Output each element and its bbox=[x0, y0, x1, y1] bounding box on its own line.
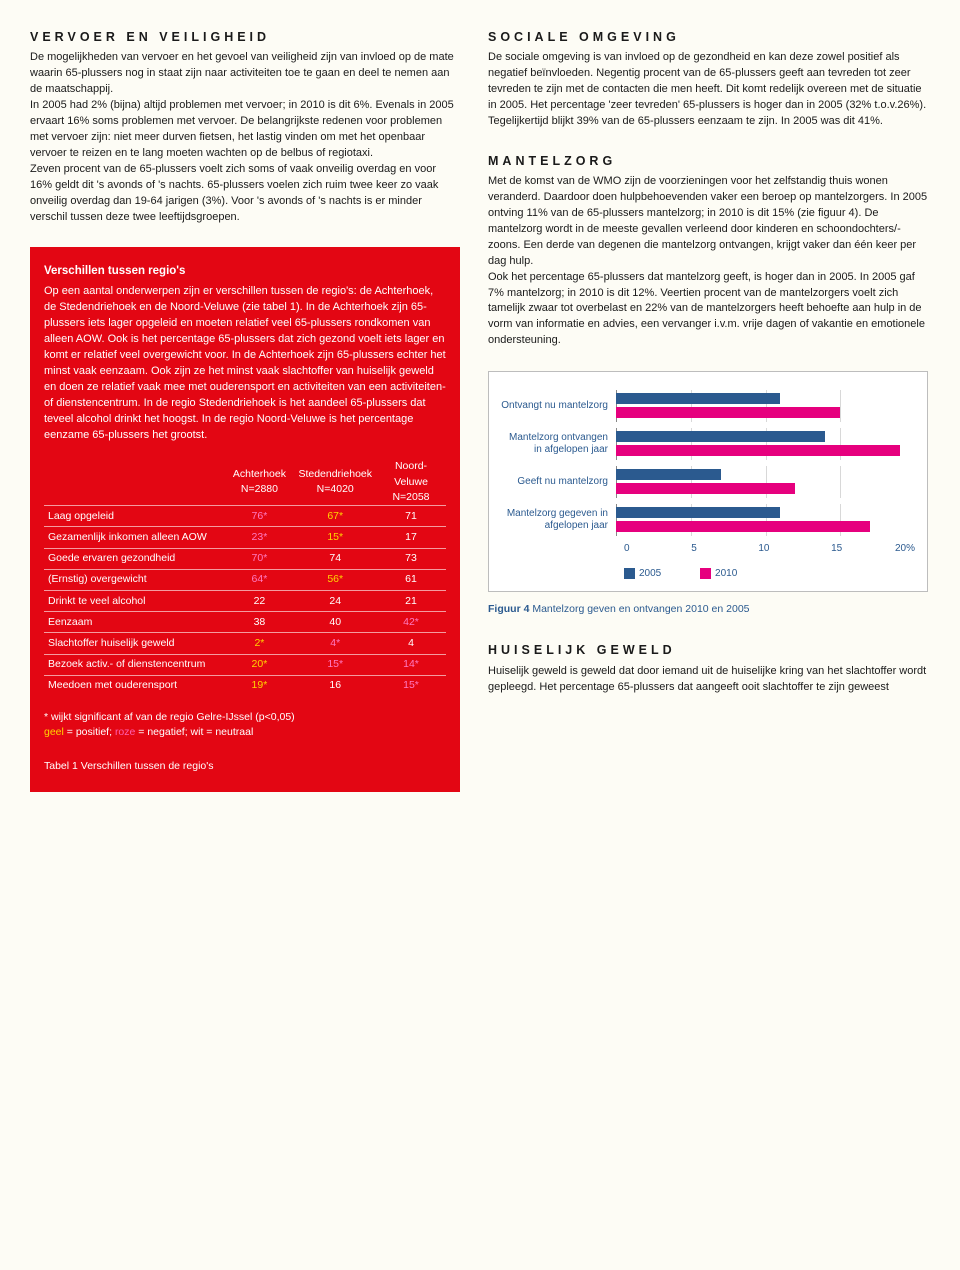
heading-sociale: SOCIALE OMGEVING bbox=[488, 28, 928, 46]
para: In 2005 had 2% (bijna) altijd problemen … bbox=[30, 98, 460, 162]
redbox-title: Verschillen tussen regio's bbox=[44, 263, 446, 280]
para: De mogelijkheden van vervoer en het gevo… bbox=[30, 50, 460, 98]
region-differences-box: Verschillen tussen regio's Op een aantal… bbox=[30, 247, 460, 791]
para: De sociale omgeving is van invloed op de… bbox=[488, 50, 928, 130]
para: Ook het percentage 65-plussers dat mante… bbox=[488, 270, 928, 350]
heading-mantelzorg: MANTELZORG bbox=[488, 152, 928, 170]
left-column: VERVOER EN VEILIGHEID De mogelijkheden v… bbox=[30, 28, 460, 792]
table-footnote: * wijkt significant af van de regio Gelr… bbox=[44, 710, 446, 740]
region-table: AchterhoekN=2880StedendriehoekN=4020Noor… bbox=[44, 457, 446, 696]
right-column: SOCIALE OMGEVING De sociale omgeving is … bbox=[488, 28, 928, 792]
para: Zeven procent van de 65-plussers voelt z… bbox=[30, 162, 460, 226]
heading-huiselijk: HUISELIJK GEWELD bbox=[488, 641, 928, 659]
table-caption: Tabel 1 Verschillen tussen de regio's bbox=[44, 759, 446, 774]
chart-caption: Figuur 4 Mantelzorg geven en ontvangen 2… bbox=[488, 602, 928, 617]
heading-vervoer: VERVOER EN VEILIGHEID bbox=[30, 28, 460, 46]
chart-legend: 2005 2010 bbox=[624, 567, 915, 582]
para: Huiselijk geweld is geweld dat door iema… bbox=[488, 664, 928, 696]
redbox-body: Op een aantal onderwerpen zijn er versch… bbox=[44, 284, 446, 443]
mantelzorg-chart: Ontvangt nu mantelzorgMantelzorg ontvang… bbox=[488, 371, 928, 592]
para: Met de komst van de WMO zijn de voorzien… bbox=[488, 174, 928, 270]
